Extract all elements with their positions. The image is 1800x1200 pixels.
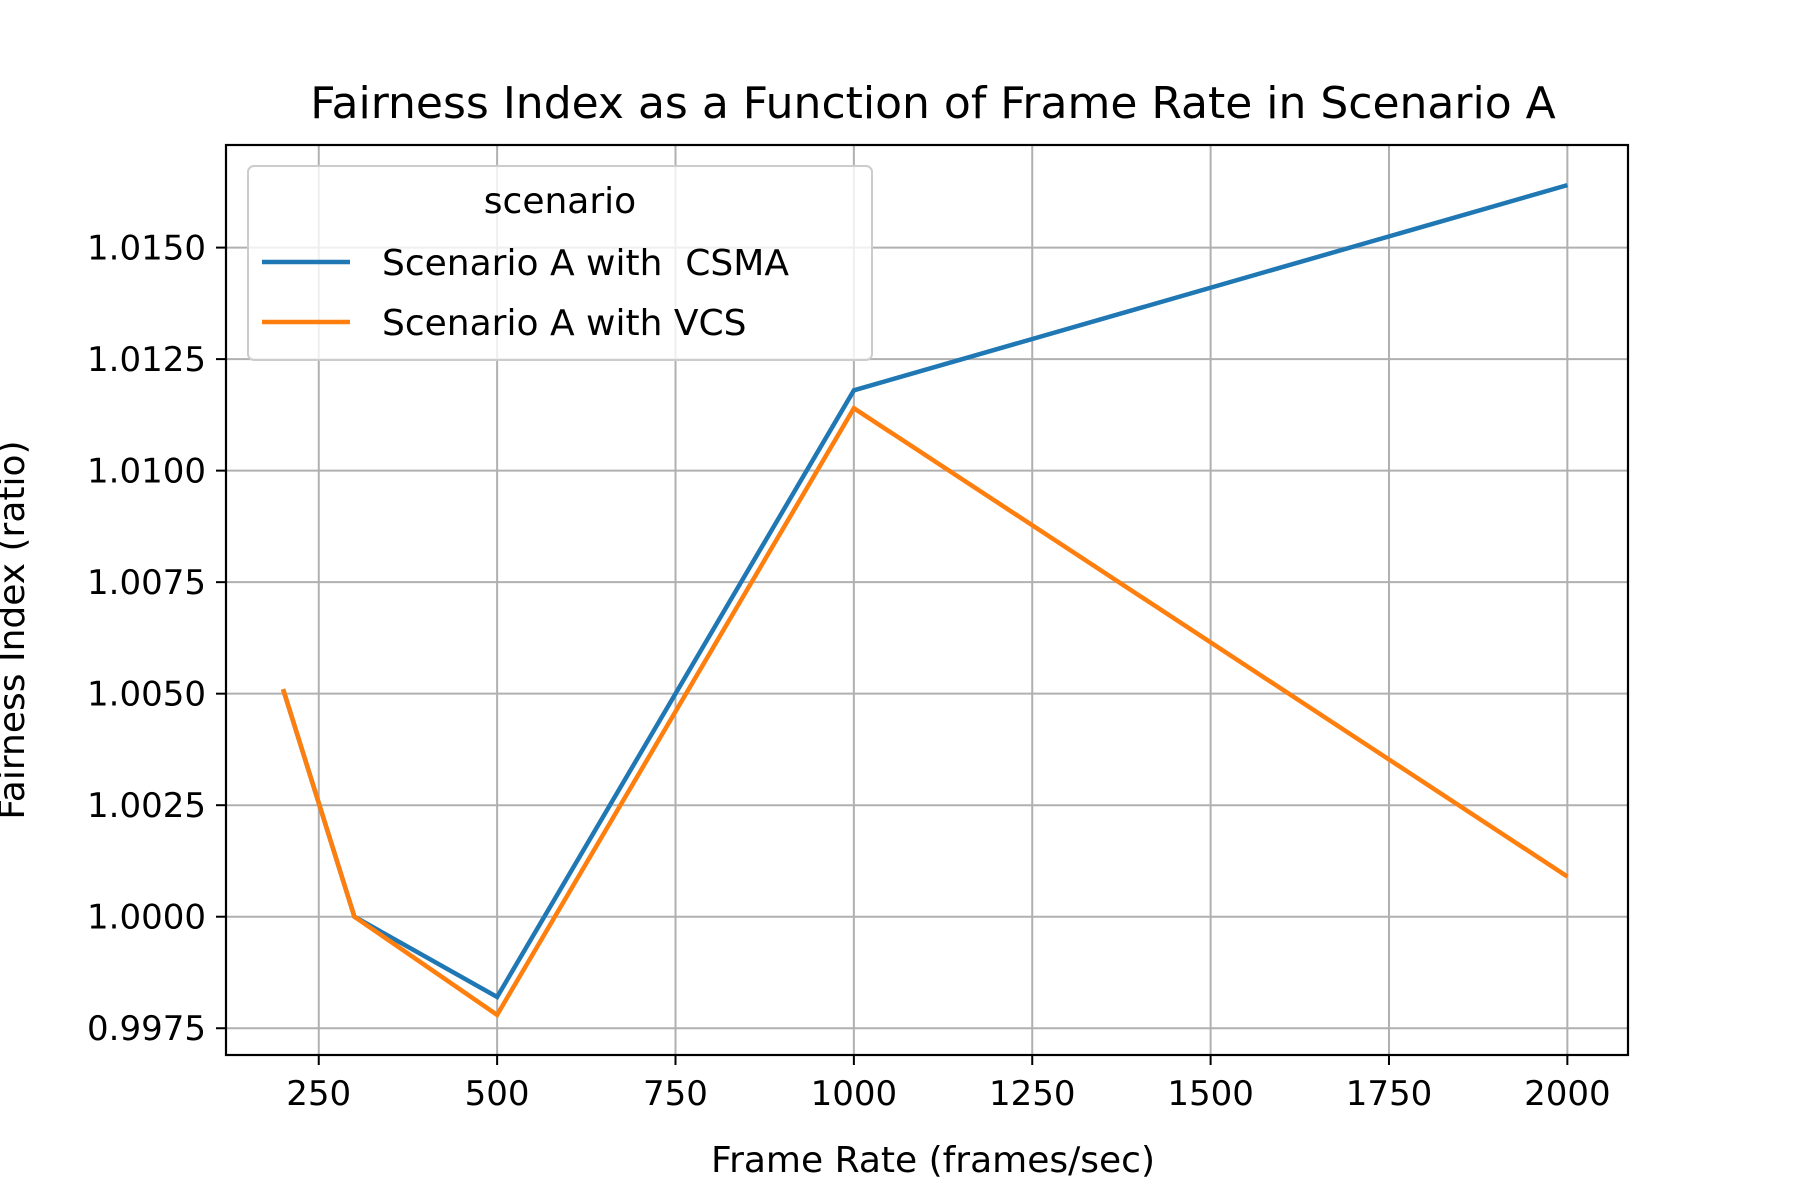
plot-frame: [224, 143, 1630, 1057]
y-tick-label: 1.0150: [87, 229, 206, 269]
x-tick-label: 1000: [811, 1074, 898, 1114]
y-tick-label: 1.0000: [87, 898, 206, 938]
x-tick-label: 500: [465, 1074, 530, 1114]
x-tick-label: 2000: [1524, 1074, 1611, 1114]
legend-entry-label: Scenario A with CSMA: [382, 243, 789, 284]
x-tick-label: 1750: [1346, 1074, 1433, 1114]
y-axis-ticks: 0.9975 1.0000 1.0025 1.0050 1.0075 1.0100 1.01…: [87, 229, 226, 1049]
y-axis-label: Fairness Index (ratio): [0, 440, 33, 819]
legend-box: [247, 165, 873, 361]
y-tick-label: 1.0075: [87, 563, 206, 603]
series-line: [280, 405, 1569, 1019]
legend-items: Scenario A with CSMA Scenario A with VCS: [262, 243, 789, 344]
y-tick-label: 1.0100: [87, 452, 206, 492]
y-tick-label: 1.0050: [87, 675, 206, 715]
legend-title: scenario: [484, 181, 636, 222]
legend-entry-label: Scenario A with VCS: [382, 303, 746, 344]
x-axis-ticks: 250 500 750 1000 1250 1500 1750 2000: [286, 1055, 1611, 1114]
y-tick-label: 0.9975: [87, 1009, 206, 1049]
grid-lines: [226, 145, 1628, 1055]
series-lines: [280, 182, 1569, 1019]
x-tick-label: 750: [643, 1074, 708, 1114]
chart-title: Fairness Index as a Function of Frame Ra…: [310, 78, 1555, 129]
x-tick-label: 1250: [989, 1074, 1076, 1114]
x-axis-label: Frame Rate (frames/sec): [711, 1140, 1155, 1181]
x-tick-label: 250: [286, 1074, 351, 1114]
y-tick-label: 1.0025: [87, 786, 206, 826]
y-tick-label: 1.0125: [87, 340, 206, 380]
x-tick-label: 1500: [1167, 1074, 1254, 1114]
